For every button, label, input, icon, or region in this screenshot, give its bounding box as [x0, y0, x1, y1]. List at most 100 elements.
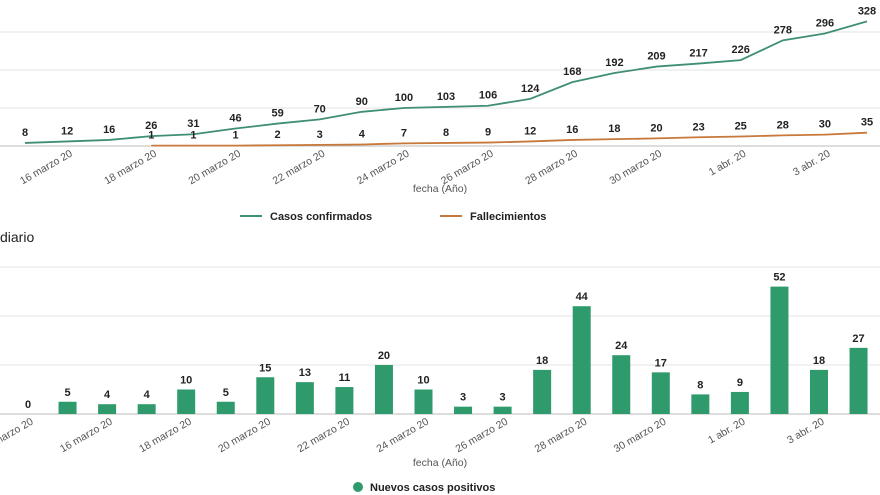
x-tick-label: 26 marzo 20 — [454, 416, 511, 456]
data-label: 103 — [437, 91, 455, 103]
data-label: 209 — [647, 51, 665, 63]
data-label: 10 — [417, 375, 429, 387]
x-tick-label: 16 marzo 20 — [58, 416, 115, 456]
x-tick-label: 1 abr. 20 — [707, 148, 749, 179]
data-label: 296 — [816, 18, 834, 30]
bar — [177, 389, 196, 414]
data-label: 226 — [732, 44, 750, 56]
x-tick-label: 28 marzo 20 — [533, 416, 590, 456]
data-label: 15 — [259, 362, 271, 374]
data-label: 16 — [566, 124, 578, 136]
chart-title: diario — [0, 229, 34, 245]
x-tick-label: 26 marzo 20 — [439, 148, 496, 188]
x-tick-label: 24 marzo 20 — [355, 148, 412, 188]
bar — [770, 286, 789, 414]
data-label: 20 — [650, 122, 662, 134]
data-label: 3 — [500, 392, 506, 404]
data-label: 90 — [356, 96, 368, 108]
x-tick-label: 22 marzo 20 — [295, 416, 352, 456]
bar — [454, 406, 473, 414]
legend-label: Casos confirmados — [270, 211, 372, 223]
data-label: 46 — [229, 113, 241, 125]
x-tick-label: 20 marzo 20 — [216, 416, 273, 456]
x-tick-label: 22 marzo 20 — [271, 148, 328, 188]
data-label: 27 — [852, 333, 864, 345]
data-label: 0 — [25, 399, 31, 411]
data-label: 328 — [858, 5, 876, 17]
data-label: 1 — [190, 130, 196, 142]
data-label: 26 — [145, 120, 157, 132]
x-tick-label: 16 marzo 20 — [18, 148, 75, 188]
data-label: 9 — [485, 127, 491, 139]
legend-swatch — [353, 482, 363, 492]
bar — [137, 404, 156, 414]
x-axis-label: fecha (Año) — [413, 457, 467, 469]
data-label: 52 — [773, 272, 785, 284]
data-label: 59 — [271, 108, 283, 120]
data-label: 192 — [605, 57, 623, 69]
data-label: 2 — [275, 129, 281, 141]
x-tick-label: 18 marzo 20 — [102, 148, 159, 188]
data-label: 23 — [692, 121, 704, 133]
bar — [691, 394, 710, 414]
data-label: 31 — [187, 118, 199, 130]
data-label: 8 — [22, 127, 28, 139]
data-label: 24 — [615, 340, 628, 352]
bar — [414, 389, 433, 414]
bar — [533, 369, 552, 414]
data-label: 124 — [521, 83, 540, 95]
bar — [493, 406, 512, 414]
data-label: 106 — [479, 90, 497, 102]
data-label: 12 — [524, 125, 536, 137]
legend-label: Fallecimientos — [470, 211, 546, 223]
data-label: 8 — [443, 127, 449, 139]
x-tick-label: 3 abr. 20 — [785, 416, 827, 447]
bar — [216, 401, 235, 414]
data-label: 17 — [655, 357, 667, 369]
bar — [849, 347, 868, 414]
data-label: 18 — [608, 123, 620, 135]
x-axis-label: fecha (Año) — [413, 183, 467, 195]
data-label: 100 — [395, 92, 413, 104]
data-label: 11 — [339, 372, 351, 384]
data-label: 35 — [861, 117, 873, 129]
x-tick-label: 24 marzo 20 — [374, 416, 431, 456]
x-tick-label: 28 marzo 20 — [523, 148, 580, 188]
data-label: 18 — [536, 355, 548, 367]
x-tick-label: 30 marzo 20 — [607, 148, 664, 188]
data-label: 25 — [735, 121, 747, 133]
x-tick-label: 20 marzo 20 — [186, 148, 243, 188]
data-label: 16 — [103, 124, 115, 136]
data-label: 7 — [401, 127, 407, 139]
data-label: 168 — [563, 66, 581, 78]
data-label: 4 — [359, 128, 366, 140]
bar — [612, 355, 631, 414]
x-tick-label: 1 abr. 20 — [706, 416, 748, 447]
data-label: 3 — [317, 129, 323, 141]
bar — [295, 382, 314, 414]
data-label: 4 — [144, 389, 151, 401]
data-label: 12 — [61, 125, 73, 137]
x-tick-label: 3 abr. 20 — [791, 148, 833, 179]
data-label: 30 — [819, 119, 831, 131]
data-label: 9 — [737, 377, 743, 389]
data-label: 1 — [148, 130, 154, 142]
data-label: 278 — [774, 24, 792, 36]
x-tick-label: 30 marzo 20 — [612, 416, 669, 456]
legend-label: Nuevos casos positivos — [370, 482, 495, 494]
bar — [98, 404, 117, 414]
data-label: 4 — [104, 389, 111, 401]
bar — [810, 369, 828, 414]
data-label: 70 — [314, 103, 326, 115]
series-line — [151, 131, 868, 147]
data-label: 5 — [223, 387, 229, 399]
data-label: 20 — [378, 350, 390, 362]
x-tick-label: 14 marzo 20 — [0, 416, 36, 456]
data-label: 44 — [576, 291, 589, 303]
x-tick-label: 18 marzo 20 — [137, 416, 194, 456]
data-label: 3 — [460, 392, 466, 404]
data-label: 28 — [777, 119, 789, 131]
bar — [572, 306, 591, 414]
data-label: 5 — [64, 387, 70, 399]
